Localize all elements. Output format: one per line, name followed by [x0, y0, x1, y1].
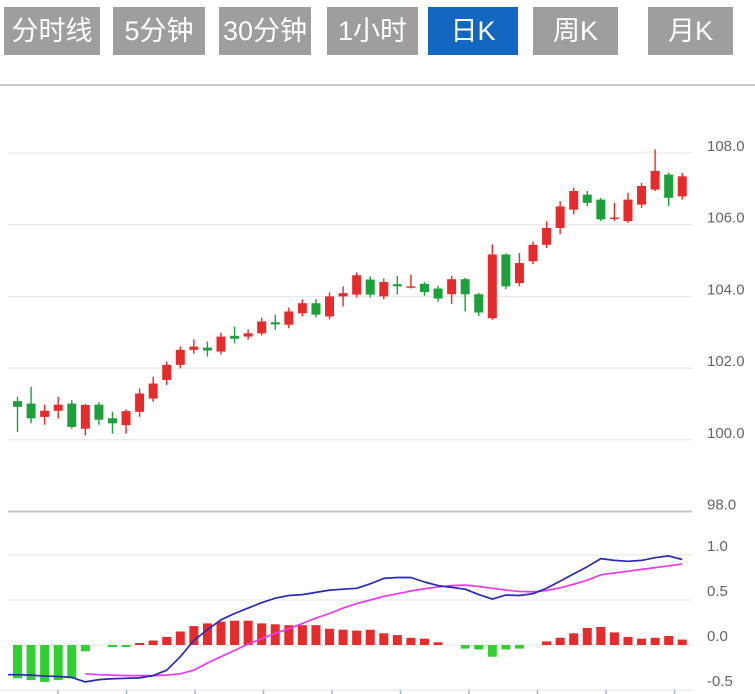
svg-text:98.0: 98.0: [707, 497, 736, 514]
timeframe-button-1hour[interactable]: 1小时: [327, 7, 418, 55]
timeframe-button-5min[interactable]: 5分钟: [113, 7, 205, 55]
svg-text:0.5: 0.5: [707, 583, 728, 600]
dea-line: [85, 563, 683, 677]
svg-text:102.0: 102.0: [707, 353, 745, 370]
macd-axis-labels: 1.0 0.5 0.0 -0.5: [707, 538, 733, 690]
timeframe-toolbar: 分时线 5分钟 30分钟 1小时 日K 周K 月K: [0, 0, 755, 60]
svg-text:-0.5: -0.5: [707, 673, 733, 690]
timeframe-button-30min[interactable]: 30分钟: [219, 7, 311, 55]
svg-text:106.0: 106.0: [707, 210, 745, 227]
gridlines: [0, 84, 755, 691]
timeframe-button-monthly[interactable]: 月K: [648, 7, 733, 55]
svg-text:100.0: 100.0: [707, 425, 745, 442]
svg-text:104.0: 104.0: [707, 281, 745, 298]
kline-macd-chart[interactable]: 108.0 106.0 104.0 102.0 100.0 98.0 1.0 0.5 0.0 -0…: [0, 84, 755, 694]
timeframe-button-weekly[interactable]: 周K: [533, 7, 618, 55]
dif-line: [8, 555, 683, 683]
svg-text:108.0: 108.0: [707, 138, 745, 155]
price-axis-labels: 108.0 106.0 104.0 102.0 100.0 98.0: [707, 138, 745, 514]
timeframe-button-daily[interactable]: 日K: [428, 7, 518, 55]
candles-group: [13, 149, 687, 436]
macd-histogram: [13, 620, 687, 682]
timeframe-button-fenshi[interactable]: 分时线: [4, 7, 100, 55]
svg-text:1.0: 1.0: [707, 538, 728, 555]
x-axis-ticks: [57, 690, 676, 694]
svg-text:0.0: 0.0: [707, 628, 728, 645]
